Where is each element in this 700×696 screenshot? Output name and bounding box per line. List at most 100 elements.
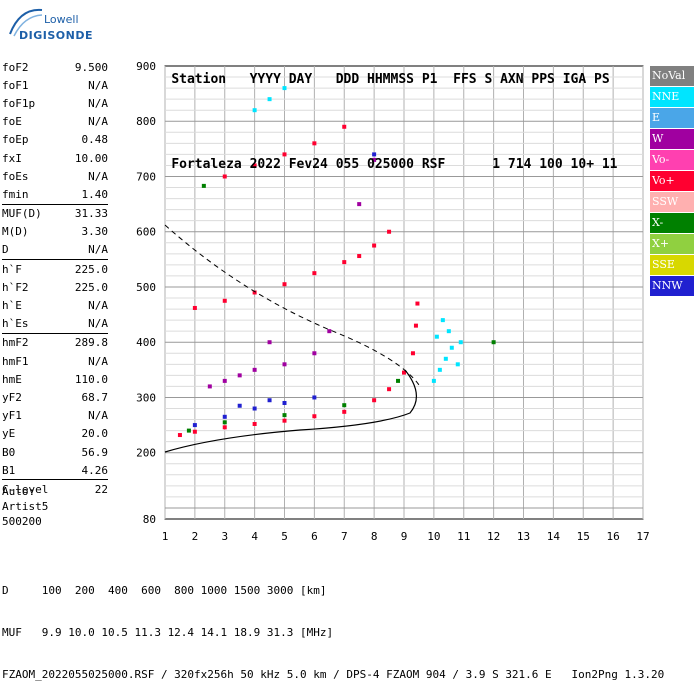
param-label: h`F	[2, 262, 22, 276]
footer-info: D 100 200 400 600 800 1000 1500 3000 [km…	[2, 556, 664, 696]
echo-point-nnw	[222, 414, 227, 419]
param-row: foEs N/A	[2, 167, 108, 185]
echo-point-nne	[434, 334, 439, 339]
param-label: B0	[2, 445, 16, 459]
param-label: C-level	[2, 482, 49, 496]
echo-point-vo+	[192, 305, 197, 310]
param-label: h`E	[2, 299, 22, 313]
legend-item: NNE	[650, 87, 694, 107]
echo-point-nnw	[282, 400, 287, 405]
legend-item: NNW	[650, 276, 694, 296]
param-value: 225.0	[74, 262, 108, 276]
x-tick-label: 4	[251, 530, 258, 543]
param-label: fmin	[2, 187, 29, 201]
legend-item: Vo+	[650, 171, 694, 191]
header-label-time: HHMMSS	[367, 72, 414, 87]
param-row: hmE 110.0	[2, 370, 108, 388]
param-label: foF1	[2, 78, 29, 92]
param-divider	[2, 203, 108, 205]
param-row: C-level 22	[2, 480, 108, 498]
param-label: foEs	[2, 169, 29, 183]
param-value: 20.0	[81, 427, 109, 441]
y-tick-label: 900	[136, 60, 156, 73]
param-label: foF1p	[2, 96, 36, 110]
x-tick-label: 13	[517, 530, 530, 543]
param-value: 3.30	[81, 225, 109, 239]
echo-point-vo+	[252, 163, 257, 168]
param-value: 68.7	[81, 390, 109, 404]
header-value-year: 2022	[249, 157, 281, 172]
echo-point-w	[312, 351, 317, 356]
x-tick-label: 10	[427, 530, 440, 543]
param-value: 225.0	[74, 280, 108, 294]
param-value: 56.9	[81, 445, 109, 459]
param-label: foF2	[2, 60, 29, 74]
echo-point-nne	[446, 329, 451, 334]
param-row: foF2 9.500	[2, 58, 108, 76]
param-label: M(D)	[2, 225, 29, 239]
echo-point-vo+	[192, 429, 197, 434]
param-row: foE N/A	[2, 113, 108, 131]
echo-point-x-	[282, 413, 287, 418]
header-label-ps: PS	[594, 72, 610, 87]
x-tick-label: 16	[607, 530, 620, 543]
header-value-axn: 714	[507, 157, 532, 172]
echo-point-nne	[449, 345, 454, 350]
echo-point-x-	[186, 428, 191, 433]
digisonde-logo: Lowell DIGISONDE	[6, 4, 92, 44]
echo-point-w	[237, 373, 242, 378]
y-tick-label: 500	[136, 281, 156, 294]
legend-item: X+	[650, 234, 694, 254]
header-label-pps: PPS	[531, 72, 555, 87]
param-value: 110.0	[74, 372, 108, 386]
logo-text-lowell: Lowell	[44, 13, 79, 26]
param-row: B1 4.26	[2, 461, 108, 479]
legend-item: E	[650, 108, 694, 128]
param-label: foEp	[2, 133, 29, 147]
auto-version: 500200	[2, 515, 42, 528]
param-value: 4.26	[81, 463, 109, 477]
echo-point-w	[357, 202, 362, 207]
param-row: D N/A	[2, 241, 108, 259]
echo-point-vo+	[342, 409, 347, 414]
param-label: hmF1	[2, 354, 29, 368]
echo-point-nne	[443, 356, 448, 361]
echo-point-nnw	[267, 398, 272, 403]
autoscaling-info: Auto: Artist5 500200	[2, 484, 48, 529]
param-row: h`F2 225.0	[2, 278, 108, 296]
echo-point-vo+	[342, 124, 347, 129]
header-value-station: Fortaleza	[171, 157, 242, 172]
header-label-ddd: DDD	[335, 72, 360, 87]
echo-point-vo+	[387, 229, 392, 234]
echo-point-nnw	[192, 423, 197, 428]
param-row: foF1 N/A	[2, 76, 108, 94]
param-label: yE	[2, 427, 16, 441]
echo-point-vo+	[402, 370, 406, 375]
param-row: yF2 68.7	[2, 388, 108, 406]
param-label: h`F2	[2, 280, 29, 294]
echo-point-x-	[222, 420, 227, 425]
param-row: MUF(D) 31.33	[2, 205, 108, 223]
param-value: 0.48	[81, 133, 109, 147]
echo-point-w	[372, 157, 377, 162]
echo-point-nne	[267, 97, 272, 102]
echo-point-nnw	[252, 406, 257, 411]
x-tick-label: 9	[401, 530, 408, 543]
header-value-day: Fev24	[288, 157, 328, 172]
param-row: h`Es N/A	[2, 315, 108, 333]
echo-point-w	[267, 340, 272, 345]
legend-item: Vo-	[650, 150, 694, 170]
echo-point-vo+	[312, 414, 317, 419]
header-label-ffs: FFS	[453, 72, 477, 87]
legend-item: X-	[650, 213, 694, 233]
header-value-ddd: 055	[335, 157, 360, 172]
echo-point-nne	[431, 378, 436, 383]
param-row: fmin 1.40	[2, 185, 108, 203]
param-row: yF1 N/A	[2, 407, 108, 425]
echo-point-nne	[440, 318, 445, 323]
param-divider	[2, 479, 108, 481]
x-tick-label: 6	[311, 530, 318, 543]
param-label: yF1	[2, 409, 22, 423]
param-divider	[2, 259, 108, 261]
legend-item: SSW	[650, 192, 694, 212]
